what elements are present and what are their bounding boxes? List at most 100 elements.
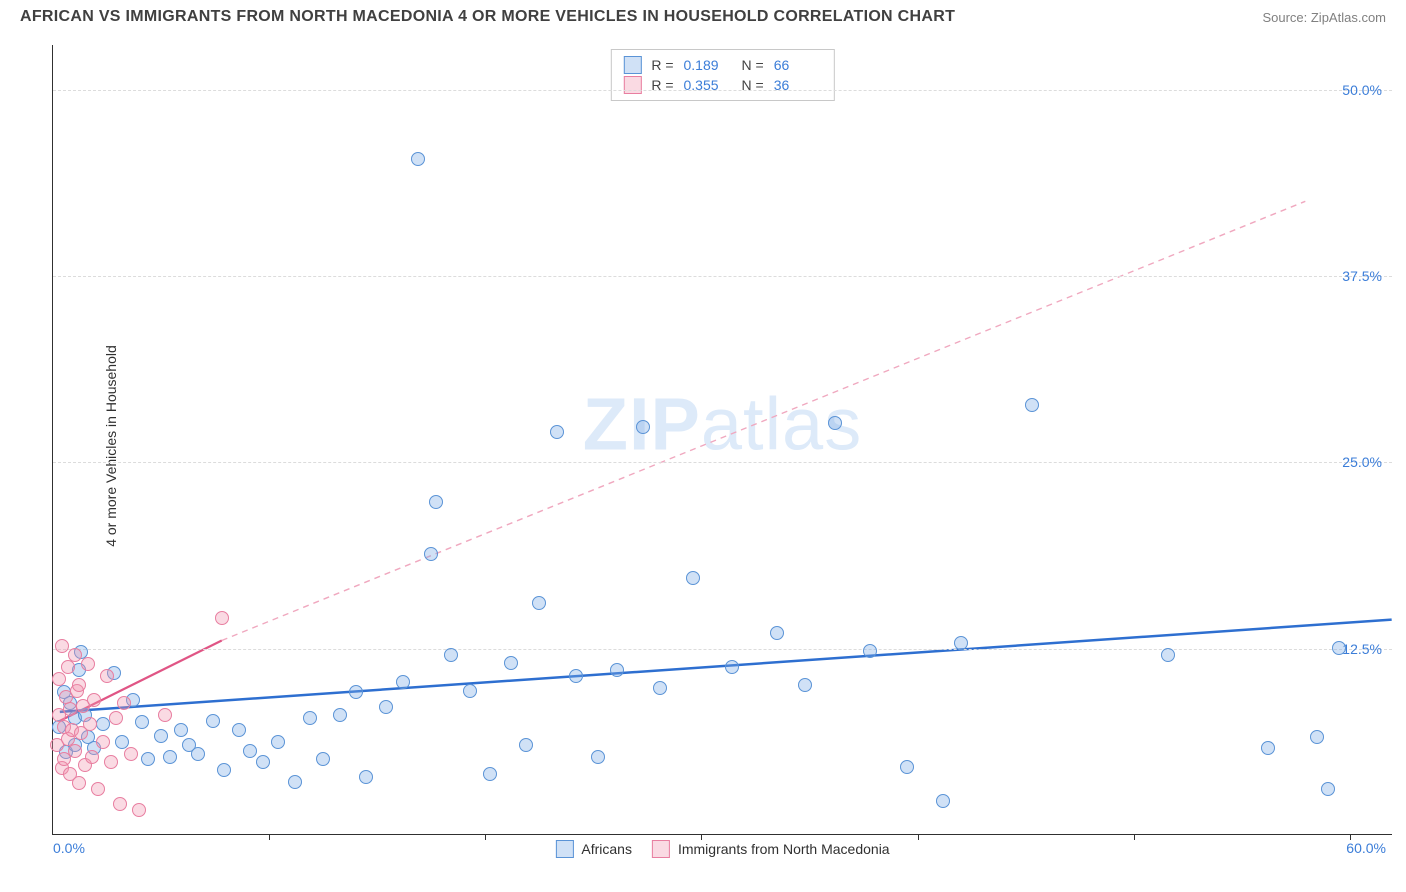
source-label: Source: ZipAtlas.com — [1262, 10, 1386, 25]
data-point — [135, 715, 149, 729]
stats-legend-box: R = 0.189 N = 66 R = 0.355 N = 36 — [610, 49, 834, 101]
x-tick-mark — [485, 834, 486, 840]
data-point — [444, 648, 458, 662]
data-point — [591, 750, 605, 764]
data-point — [519, 738, 533, 752]
data-point — [569, 669, 583, 683]
data-point — [1332, 641, 1346, 655]
data-point — [217, 763, 231, 777]
data-point — [63, 702, 77, 716]
legend-label: Immigrants from North Macedonia — [678, 841, 890, 857]
data-point — [271, 735, 285, 749]
data-point — [463, 684, 477, 698]
data-point — [72, 776, 86, 790]
data-point — [828, 416, 842, 430]
data-point — [68, 744, 82, 758]
data-point — [863, 644, 877, 658]
data-point — [154, 729, 168, 743]
data-point — [429, 495, 443, 509]
data-point — [532, 596, 546, 610]
y-tick-label: 37.5% — [1342, 268, 1382, 284]
x-tick-mark — [918, 834, 919, 840]
data-point — [243, 744, 257, 758]
stat-r-value: 0.189 — [684, 57, 732, 73]
data-point — [1025, 398, 1039, 412]
stats-row: R = 0.355 N = 36 — [623, 75, 821, 95]
legend-item: Africans — [555, 840, 632, 858]
data-point — [1161, 648, 1175, 662]
data-point — [256, 755, 270, 769]
x-tick-mark — [1134, 834, 1135, 840]
data-point — [424, 547, 438, 561]
data-point — [504, 656, 518, 670]
data-point — [109, 711, 123, 725]
data-point — [174, 723, 188, 737]
data-point — [117, 696, 131, 710]
data-point — [303, 711, 317, 725]
data-point — [770, 626, 784, 640]
y-tick-label: 50.0% — [1342, 82, 1382, 98]
data-point — [936, 794, 950, 808]
data-point — [316, 752, 330, 766]
data-point — [900, 760, 914, 774]
gridline — [53, 462, 1392, 463]
gridline — [53, 649, 1392, 650]
stat-n-value: 66 — [774, 57, 822, 73]
data-point — [610, 663, 624, 677]
data-point — [1261, 741, 1275, 755]
data-point — [81, 657, 95, 671]
data-point — [288, 775, 302, 789]
data-point — [104, 755, 118, 769]
data-point — [191, 747, 205, 761]
trend-line — [222, 201, 1306, 640]
swatch-blue-icon — [623, 56, 641, 74]
y-tick-label: 25.0% — [1342, 454, 1382, 470]
swatch-pink-icon — [652, 840, 670, 858]
data-point — [55, 639, 69, 653]
data-point — [158, 708, 172, 722]
data-point — [215, 611, 229, 625]
data-point — [550, 425, 564, 439]
data-point — [141, 752, 155, 766]
data-point — [1321, 782, 1335, 796]
data-point — [96, 717, 110, 731]
data-point — [349, 685, 363, 699]
gridline — [53, 276, 1392, 277]
data-point — [132, 803, 146, 817]
data-point — [1310, 730, 1324, 744]
legend-bottom: Africans Immigrants from North Macedonia — [555, 840, 889, 858]
data-point — [798, 678, 812, 692]
stat-r-label: R = — [651, 57, 673, 73]
data-point — [113, 797, 127, 811]
chart-title: AFRICAN VS IMMIGRANTS FROM NORTH MACEDON… — [20, 8, 955, 26]
x-axis-min-label: 0.0% — [53, 840, 85, 856]
data-point — [232, 723, 246, 737]
data-point — [87, 693, 101, 707]
data-point — [483, 767, 497, 781]
stats-row: R = 0.189 N = 66 — [623, 55, 821, 75]
data-point — [333, 708, 347, 722]
data-point — [68, 648, 82, 662]
x-tick-mark — [701, 834, 702, 840]
data-point — [163, 750, 177, 764]
data-point — [100, 669, 114, 683]
x-tick-mark — [1350, 834, 1351, 840]
data-point — [359, 770, 373, 784]
swatch-pink-icon — [623, 76, 641, 94]
data-point — [379, 700, 393, 714]
trend-lines-svg — [53, 45, 1392, 834]
legend-label: Africans — [581, 841, 632, 857]
data-point — [96, 735, 110, 749]
data-point — [91, 782, 105, 796]
gridline — [53, 90, 1392, 91]
data-point — [411, 152, 425, 166]
data-point — [61, 660, 75, 674]
data-point — [653, 681, 667, 695]
legend-item: Immigrants from North Macedonia — [652, 840, 890, 858]
swatch-blue-icon — [555, 840, 573, 858]
data-point — [206, 714, 220, 728]
y-tick-label: 12.5% — [1342, 641, 1382, 657]
data-point — [954, 636, 968, 650]
data-point — [636, 420, 650, 434]
data-point — [85, 750, 99, 764]
